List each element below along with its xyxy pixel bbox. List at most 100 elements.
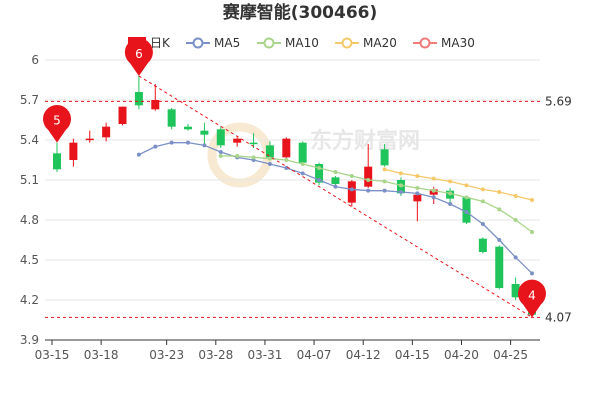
ma-point-ma20	[431, 176, 436, 181]
legend-item-ma5: MA5	[186, 36, 240, 50]
candle-body	[511, 284, 520, 298]
ma-point-ma20	[415, 174, 420, 178]
legend-circle-icon	[341, 37, 353, 49]
x-axis: 03-15 03-18 03-23 03-28 03-31 04-07 04-12 04-15…	[35, 339, 540, 362]
candle	[265, 141, 274, 159]
ma-point-ma5	[284, 166, 289, 170]
candle-body	[167, 109, 176, 127]
ma-point-ma20	[382, 167, 387, 172]
y-axis-ticks: 6 5.7 5.4 5.1 4.8 4.5 4.2 3.9	[20, 53, 39, 347]
y-tick-label: 5.4	[20, 133, 39, 147]
candle-body	[495, 246, 504, 288]
candle-body	[216, 129, 225, 146]
y-tick-label: 4.8	[20, 213, 39, 227]
marker-pin-icon	[43, 104, 71, 143]
ma-point-ma10	[382, 179, 387, 184]
ma-point-ma20	[497, 190, 502, 194]
ma-point-ma20	[513, 194, 518, 198]
legend-circle-icon	[419, 37, 431, 49]
candle	[134, 76, 143, 110]
ma-point-ma10	[464, 195, 469, 200]
ma-point-ma10	[218, 154, 223, 158]
candle	[69, 138, 78, 167]
ma-point-ma10	[300, 162, 305, 166]
ma-line-ma20	[384, 168, 533, 201]
ma-point-ma5	[218, 150, 223, 154]
y-tick-label: 6	[31, 53, 39, 67]
ma-point-ma5	[202, 143, 207, 148]
candle	[151, 84, 160, 111]
ma-point-ma5	[415, 191, 420, 196]
ma-point-ma20	[398, 171, 403, 176]
candle	[184, 124, 193, 131]
ma-point-ma5	[464, 210, 469, 214]
candle-body	[200, 130, 209, 135]
x-tick-label: 04-12	[346, 348, 381, 362]
candle-body	[184, 126, 193, 130]
ma-point-ma10	[448, 191, 453, 196]
candle	[167, 108, 176, 130]
ma-point-ma5	[398, 190, 403, 194]
price-marker: 4	[518, 279, 546, 318]
x-tick-label: 04-20	[444, 348, 479, 362]
candle-body	[478, 238, 487, 252]
candle	[298, 141, 307, 164]
x-tick-label: 04-15	[395, 348, 430, 362]
candle	[85, 130, 94, 143]
ma-point-ma10	[513, 218, 518, 222]
ma-point-ma10	[317, 166, 322, 170]
watermark-text: 东方财富网	[310, 128, 420, 154]
candle-body	[85, 138, 94, 141]
ma-point-ma5	[480, 222, 485, 226]
candle-body	[364, 166, 373, 187]
legend-item-ma30: MA30	[413, 36, 475, 50]
candle-body	[249, 142, 258, 145]
ma-point-ma5	[366, 188, 371, 193]
reference-line-label: 5.69	[545, 94, 572, 108]
legend-circle-icon	[192, 37, 204, 49]
candle	[53, 142, 61, 172]
legend-item-ma20: MA20	[335, 36, 397, 50]
candle	[216, 126, 225, 148]
candle	[249, 133, 258, 148]
candle	[233, 137, 242, 147]
ma-point-ma5	[448, 202, 453, 206]
marker-pin-icon	[124, 38, 153, 76]
ma-point-ma10	[251, 155, 256, 160]
chart-legend: 日K MA5 MA10 MA20 MA30	[128, 36, 475, 50]
candle	[380, 144, 389, 167]
y-tick-label: 5.1	[20, 173, 39, 187]
candle-body	[265, 145, 274, 158]
ma-point-ma10	[497, 207, 502, 212]
y-tick-label: 4.2	[20, 293, 39, 307]
ma-point-ma10	[349, 174, 354, 178]
ma-point-ma20	[448, 179, 453, 184]
ma-point-ma10	[267, 156, 272, 161]
ma-point-ma5	[317, 178, 322, 182]
candle-body	[69, 142, 78, 160]
legend-label: MA20	[363, 36, 397, 50]
ma-point-ma5	[300, 171, 305, 176]
legend-label: MA10	[285, 36, 319, 50]
ma-point-ma10	[398, 183, 403, 188]
trend-line	[138, 75, 533, 318]
candle	[118, 106, 127, 126]
ma-point-ma5	[497, 238, 502, 242]
ma-point-ma10	[415, 186, 420, 190]
x-tick-label: 03-31	[247, 348, 282, 362]
ma-point-ma10	[235, 154, 240, 158]
legend-circle-icon	[263, 37, 275, 49]
ma-point-ma5	[153, 144, 158, 149]
x-tick-label: 04-25	[493, 348, 528, 362]
ma-point-ma10	[284, 158, 289, 162]
candle-body	[118, 106, 127, 124]
x-tick-label: 03-15	[35, 348, 70, 362]
ma-line-ma5	[138, 142, 533, 274]
ma-point-ma10	[480, 199, 485, 204]
legend-item-ma10: MA10	[257, 36, 319, 50]
ma-point-ma20	[464, 183, 469, 188]
candle-body	[331, 177, 340, 184]
ma-point-ma5	[186, 140, 191, 145]
candle-body	[151, 100, 160, 110]
